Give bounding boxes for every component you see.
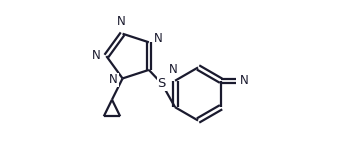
Text: N: N <box>92 49 101 62</box>
Text: N: N <box>109 73 118 86</box>
Text: N: N <box>117 15 126 28</box>
Text: S: S <box>158 77 166 90</box>
Text: N: N <box>170 63 178 76</box>
Text: N: N <box>153 32 162 45</box>
Text: N: N <box>240 74 249 87</box>
